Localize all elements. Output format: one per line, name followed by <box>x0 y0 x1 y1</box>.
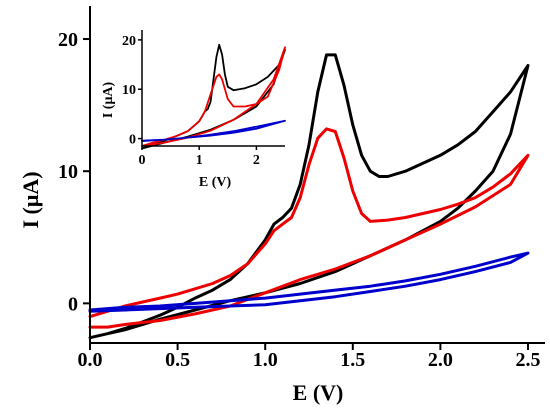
main-series-line-1 <box>88 127 530 329</box>
inset-y-tick-label-1: 10 <box>122 83 136 98</box>
inset-axes <box>141 30 285 147</box>
main-x-tick-label-1: 0.5 <box>165 349 190 371</box>
inset-x-ticks: 0 1 2 <box>139 146 260 168</box>
main-x-axis-title: E (V) <box>293 380 344 405</box>
main-y-tick-label-2: 20 <box>58 29 78 51</box>
main-series-line-2 <box>88 251 530 313</box>
main-series-group <box>88 53 530 340</box>
main-x-tick-label-4: 2.0 <box>428 349 453 371</box>
inset-series-line-0 <box>141 43 286 150</box>
inset-y-axis-title: I (μA) <box>101 82 116 119</box>
inset-x-tick-label-0: 0 <box>139 153 146 168</box>
main-y-ticks: 0 10 20 <box>58 29 90 315</box>
inset-series-group <box>141 43 286 150</box>
main-y-axis-title: I (μA) <box>18 171 43 228</box>
main-x-tick-label-3: 1.5 <box>340 349 365 371</box>
inset-y-tick-label-0: 0 <box>129 133 136 148</box>
main-x-tick-label-2: 1.0 <box>253 349 278 371</box>
main-x-ticks: 0.0 0.5 1.0 1.5 2.0 2.5 <box>78 343 541 371</box>
inset-y-ticks: 0 10 20 <box>122 34 142 148</box>
inset-x-tick-label-1: 1 <box>196 153 203 168</box>
inset-series-line-1 <box>141 46 286 147</box>
inset-series-line-2 <box>141 119 286 142</box>
main-x-tick-label-5: 2.5 <box>516 349 541 371</box>
main-y-tick-label-1: 10 <box>58 161 78 183</box>
main-series-line-0 <box>88 53 530 340</box>
inset-plot: 0 1 2 0 10 20 E (V) I (μA) <box>101 30 286 190</box>
main-x-tick-label-0: 0.0 <box>78 349 103 371</box>
inset-x-axis-title: E (V) <box>199 175 232 190</box>
inset-y-tick-label-2: 20 <box>122 34 136 49</box>
inset-x-tick-label-2: 2 <box>253 153 260 168</box>
main-y-tick-label-0: 0 <box>68 293 78 315</box>
main-axes <box>89 6 545 344</box>
